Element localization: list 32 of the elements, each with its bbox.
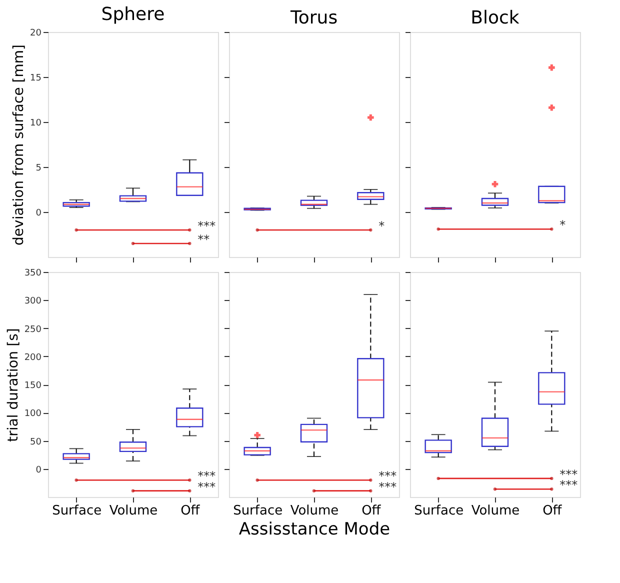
x-tick-label: Volume bbox=[290, 504, 339, 518]
x-tick-label: Surface bbox=[414, 504, 464, 518]
chart-title: Block bbox=[470, 8, 520, 28]
x-tick-label: Off bbox=[180, 504, 201, 518]
x-tick-label: Off bbox=[362, 504, 382, 518]
y-tick-label: 200 bbox=[24, 352, 42, 363]
y-tick-label: 15 bbox=[30, 74, 42, 84]
x-tick-label: Volume bbox=[109, 504, 158, 518]
y-tick-label: 0 bbox=[36, 208, 42, 218]
x-tick-label: Surface bbox=[52, 504, 102, 518]
x-tick-label: Volume bbox=[471, 504, 520, 518]
y-tick-label: 5 bbox=[36, 164, 42, 174]
y-tick-label: 50 bbox=[30, 437, 42, 448]
y-tick-label: 350 bbox=[24, 268, 42, 278]
y-tick-label: 300 bbox=[24, 296, 42, 307]
y-tick-label: 20 bbox=[30, 28, 42, 38]
x-axis-title: Assisstance Mode bbox=[238, 520, 390, 540]
x-tick-label: Off bbox=[542, 504, 563, 518]
y-axis-title: deviation from surface [mm] bbox=[11, 44, 28, 246]
y-tick-label: 250 bbox=[24, 324, 42, 335]
y-tick-label: 100 bbox=[24, 409, 42, 420]
y-tick-label: 10 bbox=[30, 118, 42, 128]
y-tick-label: 0 bbox=[36, 465, 42, 476]
annotation: * bbox=[560, 218, 566, 232]
chart-title: Sphere bbox=[101, 4, 165, 25]
annotation: ** bbox=[198, 232, 210, 246]
chart-title: Torus bbox=[289, 8, 338, 28]
x-tick-label: Surface bbox=[233, 504, 283, 518]
y-tick-label: 150 bbox=[24, 381, 42, 391]
y-axis-title: trial duration [s] bbox=[5, 328, 22, 442]
annotation: *** bbox=[198, 219, 216, 233]
annotation: * bbox=[378, 219, 385, 233]
